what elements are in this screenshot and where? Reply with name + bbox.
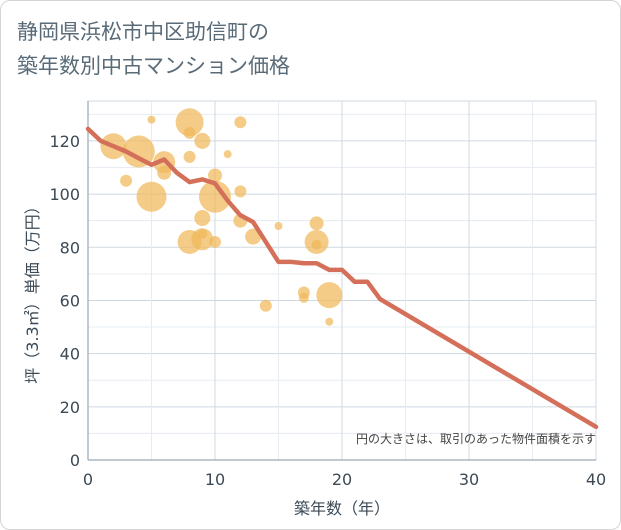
size-note: 円の大きさは、取引のあった物件面積を示す xyxy=(356,431,596,446)
data-point xyxy=(194,210,211,227)
y-tick-label: 0 xyxy=(70,451,80,470)
data-point xyxy=(274,221,283,230)
x-tick-label: 0 xyxy=(83,470,93,489)
y-tick-label: 120 xyxy=(49,132,80,151)
y-tick-label: 60 xyxy=(60,291,80,310)
y-tick-label: 40 xyxy=(60,345,80,364)
data-point xyxy=(120,174,133,187)
y-tick-label: 100 xyxy=(49,185,80,204)
x-tick-labels: 0 10 20 30 40 xyxy=(83,470,606,489)
data-point xyxy=(191,228,214,251)
data-point xyxy=(325,317,334,326)
data-point xyxy=(223,150,232,159)
x-tick-label: 30 xyxy=(459,470,479,489)
data-point xyxy=(311,239,322,250)
chart-title: 静岡県浜松市中区助信町の 築年数別中古マンション価格 xyxy=(17,20,290,78)
data-point xyxy=(136,181,167,212)
data-point xyxy=(208,168,222,183)
y-axis-title: 坪（3.3㎡）単価（万円） xyxy=(23,198,42,383)
data-point xyxy=(194,132,211,149)
x-tick-label: 20 xyxy=(332,470,352,489)
data-point xyxy=(209,235,221,248)
bubbles xyxy=(100,108,343,326)
data-point xyxy=(175,108,204,137)
y-tick-label: 80 xyxy=(60,238,80,257)
x-tick-label: 10 xyxy=(205,470,225,489)
data-point xyxy=(298,292,309,303)
data-point xyxy=(259,299,272,312)
data-point xyxy=(147,115,156,124)
data-point xyxy=(309,216,324,231)
data-point xyxy=(183,150,196,163)
trend-line xyxy=(85,126,599,430)
y-tick-labels: 0 20 40 60 80 100 120 xyxy=(49,132,80,470)
y-tick-label: 20 xyxy=(60,398,80,417)
data-point xyxy=(122,135,155,168)
data-point xyxy=(234,116,247,129)
x-axis-title: 築年数（年） xyxy=(294,499,390,518)
data-point xyxy=(316,282,343,309)
data-point xyxy=(157,165,172,180)
data-point xyxy=(245,228,262,245)
data-point xyxy=(197,228,208,239)
x-tick-label: 40 xyxy=(586,470,606,489)
grid xyxy=(87,100,597,461)
data-point xyxy=(234,185,247,198)
data-point xyxy=(199,180,231,213)
data-point xyxy=(183,126,196,139)
